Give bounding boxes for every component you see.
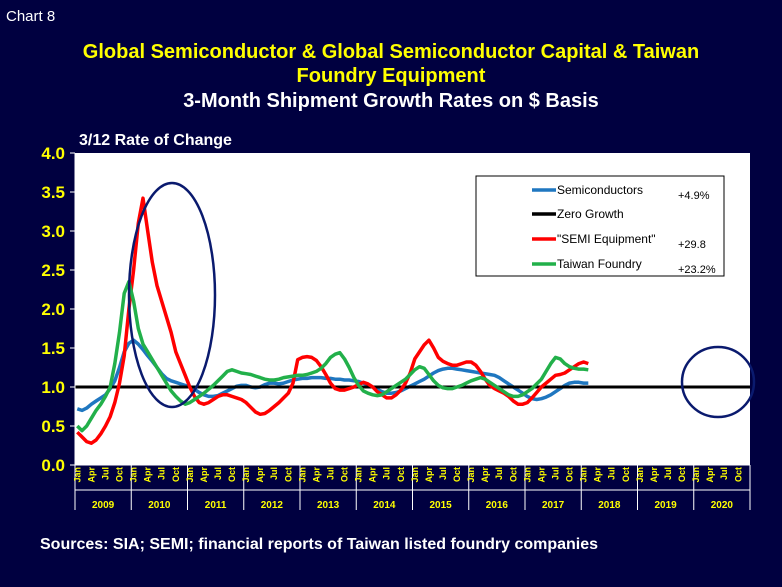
- x-tick-label-month: Oct: [565, 467, 575, 482]
- x-tick-label-month: Oct: [283, 467, 293, 482]
- x-tick-label-month: Jul: [213, 467, 223, 480]
- y-tick-label: 1.0: [41, 378, 65, 397]
- x-tick-label-month: Jan: [635, 467, 645, 483]
- x-tick-label-year: 2010: [148, 500, 171, 511]
- legend-box: [475, 175, 725, 277]
- x-tick-label-month: Jul: [382, 467, 392, 480]
- x-tick-label-month: Jan: [466, 467, 476, 483]
- x-tick-label-month: Jul: [494, 467, 504, 480]
- x-tick-label-year: 2009: [92, 500, 115, 511]
- x-tick-label-month: Apr: [705, 467, 715, 483]
- title-line-3: 3-Month Shipment Growth Rates on $ Basis: [183, 90, 599, 112]
- highlight-ellipses: [127, 181, 756, 419]
- x-tick-label-month: Jul: [269, 467, 279, 480]
- x-tick-label-month: Apr: [536, 467, 546, 483]
- x-tick-label-month: Apr: [143, 467, 153, 483]
- legend-value-semi-equipment: +29.8: [678, 239, 706, 251]
- legend: Semiconductors +4.9% Zero Growth "SEMI Equi…: [475, 175, 725, 277]
- x-tick-label-month: Jul: [663, 467, 673, 480]
- x-tick-label-month: Oct: [340, 467, 350, 482]
- x-tick-label-month: Jan: [579, 467, 589, 483]
- x-tick-label-month: Jul: [157, 467, 167, 480]
- y-tick-label: 3.0: [41, 222, 65, 241]
- legend-value-semiconductors: +4.9%: [678, 190, 710, 202]
- y-tick-label: 0.0: [41, 456, 65, 475]
- x-tick-label-month: Jan: [129, 467, 139, 483]
- chart-title-block: Global Semiconductor & Global Semiconduc…: [0, 40, 782, 114]
- legend-value-taiwan-foundry: +23.2%: [678, 264, 716, 276]
- title-line-2: Foundry Equipment: [296, 65, 486, 87]
- x-tick-label-month: Apr: [368, 467, 378, 483]
- legend-label-zero-growth: Zero Growth: [557, 207, 624, 221]
- highlight-ellipse-2020: [680, 345, 756, 419]
- legend-label-semiconductors: Semiconductors: [557, 183, 643, 197]
- y-tick-label: 4.0: [41, 144, 65, 163]
- x-tick-label-year: 2018: [598, 500, 621, 511]
- highlight-ellipse-2010: [127, 181, 217, 409]
- x-tick-label-year: 2016: [486, 500, 509, 511]
- y-tick-label: 1.5: [41, 339, 65, 358]
- x-tick-label-year: 2017: [542, 500, 565, 511]
- x-tick-label-month: Jan: [297, 467, 307, 483]
- x-tick-label-month: Jul: [719, 467, 729, 480]
- x-tick-label-month: Jan: [241, 467, 251, 483]
- x-tick-label-month: Jan: [72, 467, 82, 483]
- x-tick-label-year: 2020: [711, 500, 734, 511]
- x-tick-label-month: Oct: [227, 467, 237, 482]
- sources-note: Sources: SIA; SEMI; financial reports of…: [40, 536, 599, 553]
- x-tick-label-month: Oct: [733, 467, 743, 482]
- series-lines: [75, 196, 750, 445]
- x-tick-label-month: Jul: [101, 467, 111, 480]
- x-tick-label-month: Oct: [115, 467, 125, 482]
- x-tick-label-month: Oct: [621, 467, 631, 482]
- x-tick-label-month: Apr: [424, 467, 434, 483]
- y-tick-label: 0.5: [41, 417, 65, 436]
- legend-label-semi-equipment: "SEMI Equipment": [557, 232, 656, 246]
- x-tick-label-month: Apr: [86, 467, 96, 483]
- x-tick-label-month: Apr: [593, 467, 603, 483]
- x-tick-label-month: Jul: [438, 467, 448, 480]
- x-tick-label-month: Oct: [396, 467, 406, 482]
- x-tick-label-month: Jan: [185, 467, 195, 483]
- chart-number-label: Chart 8: [6, 8, 56, 25]
- x-tick-label-month: Jan: [410, 467, 420, 483]
- series-line-taiwan-foundry: [76, 279, 589, 433]
- x-tick-label-month: Jul: [326, 467, 336, 480]
- x-tick-label-year: 2013: [317, 500, 340, 511]
- x-tick-label-year: 2015: [430, 500, 453, 511]
- axes: 0.0 0.5 1.0 1.5 2.0 2.5 3.0 3.5 4.0 Jan Apr Jul Oct 2…: [41, 144, 751, 511]
- x-tick-label-year: 2019: [655, 500, 678, 511]
- x-tick-label-month: Jan: [354, 467, 364, 483]
- y-axis-label: 3/12 Rate of Change: [79, 132, 232, 149]
- x-tick-label-month: Apr: [311, 467, 321, 483]
- legend-label-taiwan-foundry: Taiwan Foundry: [557, 257, 642, 271]
- x-tick-label-year: 2014: [373, 500, 396, 511]
- x-tick-label-month: Oct: [171, 467, 181, 482]
- x-tick-label-year: 2012: [261, 500, 284, 511]
- x-tick-label-month: Jan: [522, 467, 532, 483]
- x-tick-label-month: Apr: [649, 467, 659, 483]
- y-tick-label: 3.5: [41, 183, 65, 202]
- x-tick-label-month: Jul: [607, 467, 617, 480]
- x-tick-label-month: Jan: [691, 467, 701, 483]
- y-tick-label: 2.0: [41, 300, 65, 319]
- x-tick-label-month: Oct: [452, 467, 462, 482]
- x-tick-label-month: Apr: [199, 467, 209, 483]
- x-tick-label-year: 2011: [205, 500, 227, 511]
- y-tick-label: 2.5: [41, 261, 65, 280]
- x-tick-label-month: Apr: [480, 467, 490, 483]
- x-tick-label-month: Jul: [551, 467, 561, 480]
- title-line-1: Global Semiconductor & Global Semiconduc…: [82, 41, 700, 63]
- x-tick-label-month: Apr: [255, 467, 265, 483]
- x-tick-label-month: Oct: [508, 467, 518, 482]
- x-tick-label-month: Oct: [677, 467, 687, 482]
